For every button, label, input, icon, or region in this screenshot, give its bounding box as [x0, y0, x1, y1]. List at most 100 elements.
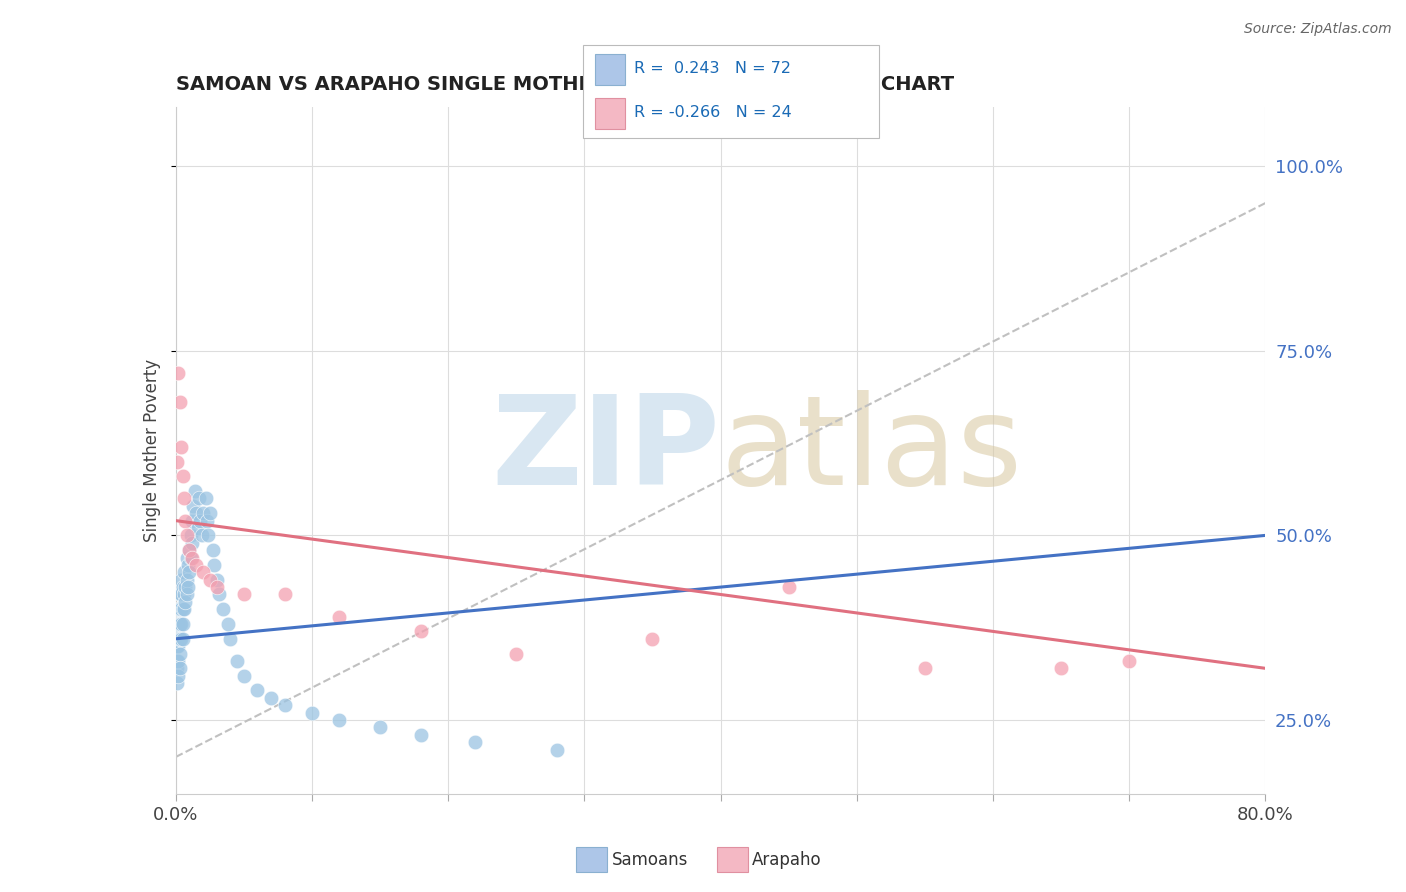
Point	[464, 735, 486, 749]
Point	[173, 587, 195, 601]
Point	[169, 617, 191, 632]
Point	[208, 587, 231, 601]
Point	[197, 528, 219, 542]
Point	[186, 521, 209, 535]
Point	[202, 558, 225, 572]
Point	[180, 550, 202, 565]
Point	[183, 499, 205, 513]
Point	[166, 624, 188, 639]
Point	[232, 587, 254, 601]
Point	[181, 514, 204, 528]
Point	[167, 639, 190, 653]
Point	[179, 543, 201, 558]
Point	[191, 506, 214, 520]
Point	[167, 602, 190, 616]
Point	[176, 587, 198, 601]
Point	[167, 632, 190, 646]
Point	[195, 514, 218, 528]
Point	[176, 528, 198, 542]
Point	[177, 558, 200, 572]
Point	[176, 573, 198, 587]
Point	[219, 632, 242, 646]
Point	[173, 602, 195, 616]
Point	[409, 728, 432, 742]
Text: Arapaho: Arapaho	[752, 851, 823, 869]
Point	[166, 676, 188, 690]
Point	[274, 698, 297, 713]
Point	[172, 632, 194, 646]
Point	[172, 617, 194, 632]
Text: ZIP: ZIP	[492, 390, 721, 511]
Text: R =  0.243   N = 72: R = 0.243 N = 72	[634, 62, 790, 77]
Point	[274, 587, 297, 601]
Point	[169, 661, 191, 675]
Point	[170, 632, 193, 646]
Point	[328, 713, 350, 727]
Point	[169, 602, 191, 616]
Point	[166, 661, 188, 675]
Point	[174, 580, 197, 594]
Text: Source: ZipAtlas.com: Source: ZipAtlas.com	[1244, 22, 1392, 37]
Point	[166, 639, 188, 653]
Point	[226, 654, 249, 668]
Point	[205, 573, 228, 587]
Point	[170, 602, 193, 616]
Text: R = -0.266   N = 24: R = -0.266 N = 24	[634, 105, 792, 120]
Point	[186, 558, 208, 572]
Point	[166, 654, 188, 668]
Point	[212, 602, 235, 616]
Text: SAMOAN VS ARAPAHO SINGLE MOTHER POVERTY CORRELATION CHART: SAMOAN VS ARAPAHO SINGLE MOTHER POVERTY …	[176, 75, 953, 95]
Point	[914, 661, 936, 675]
Point	[173, 491, 195, 506]
Point	[191, 566, 214, 580]
Bar	[595, 54, 624, 85]
Point	[179, 543, 201, 558]
Point	[246, 683, 269, 698]
Text: Samoans: Samoans	[612, 851, 688, 869]
Point	[174, 514, 197, 528]
Point	[198, 573, 221, 587]
Point	[180, 528, 202, 542]
Point	[172, 580, 194, 594]
Point	[174, 595, 197, 609]
Text: atlas: atlas	[721, 390, 1022, 511]
Point	[169, 587, 191, 601]
Point	[170, 617, 193, 632]
Point	[301, 706, 323, 720]
Point	[328, 609, 350, 624]
Y-axis label: Single Mother Poverty: Single Mother Poverty	[143, 359, 162, 542]
Point	[205, 580, 228, 594]
Point	[172, 469, 194, 483]
Point	[232, 669, 254, 683]
Point	[409, 624, 432, 639]
Point	[169, 395, 191, 409]
Point	[186, 506, 208, 520]
Point	[169, 647, 191, 661]
Point	[546, 742, 568, 756]
Point	[167, 654, 190, 668]
Point	[170, 587, 193, 601]
Point	[170, 573, 193, 587]
Point	[173, 566, 195, 580]
Point	[190, 528, 212, 542]
Point	[188, 514, 211, 528]
Point	[170, 440, 193, 454]
Point	[167, 366, 190, 380]
Point	[1050, 661, 1073, 675]
Point	[505, 647, 527, 661]
Point	[169, 632, 191, 646]
Point	[177, 580, 200, 594]
Point	[198, 506, 221, 520]
Point	[167, 669, 190, 683]
Point	[194, 491, 217, 506]
Point	[368, 720, 391, 734]
Point	[187, 491, 209, 506]
Point	[172, 602, 194, 616]
Point	[167, 617, 190, 632]
Point	[176, 550, 198, 565]
Point	[260, 690, 283, 705]
Point	[181, 550, 204, 565]
Point	[179, 566, 201, 580]
Point	[166, 454, 188, 468]
Point	[217, 617, 239, 632]
